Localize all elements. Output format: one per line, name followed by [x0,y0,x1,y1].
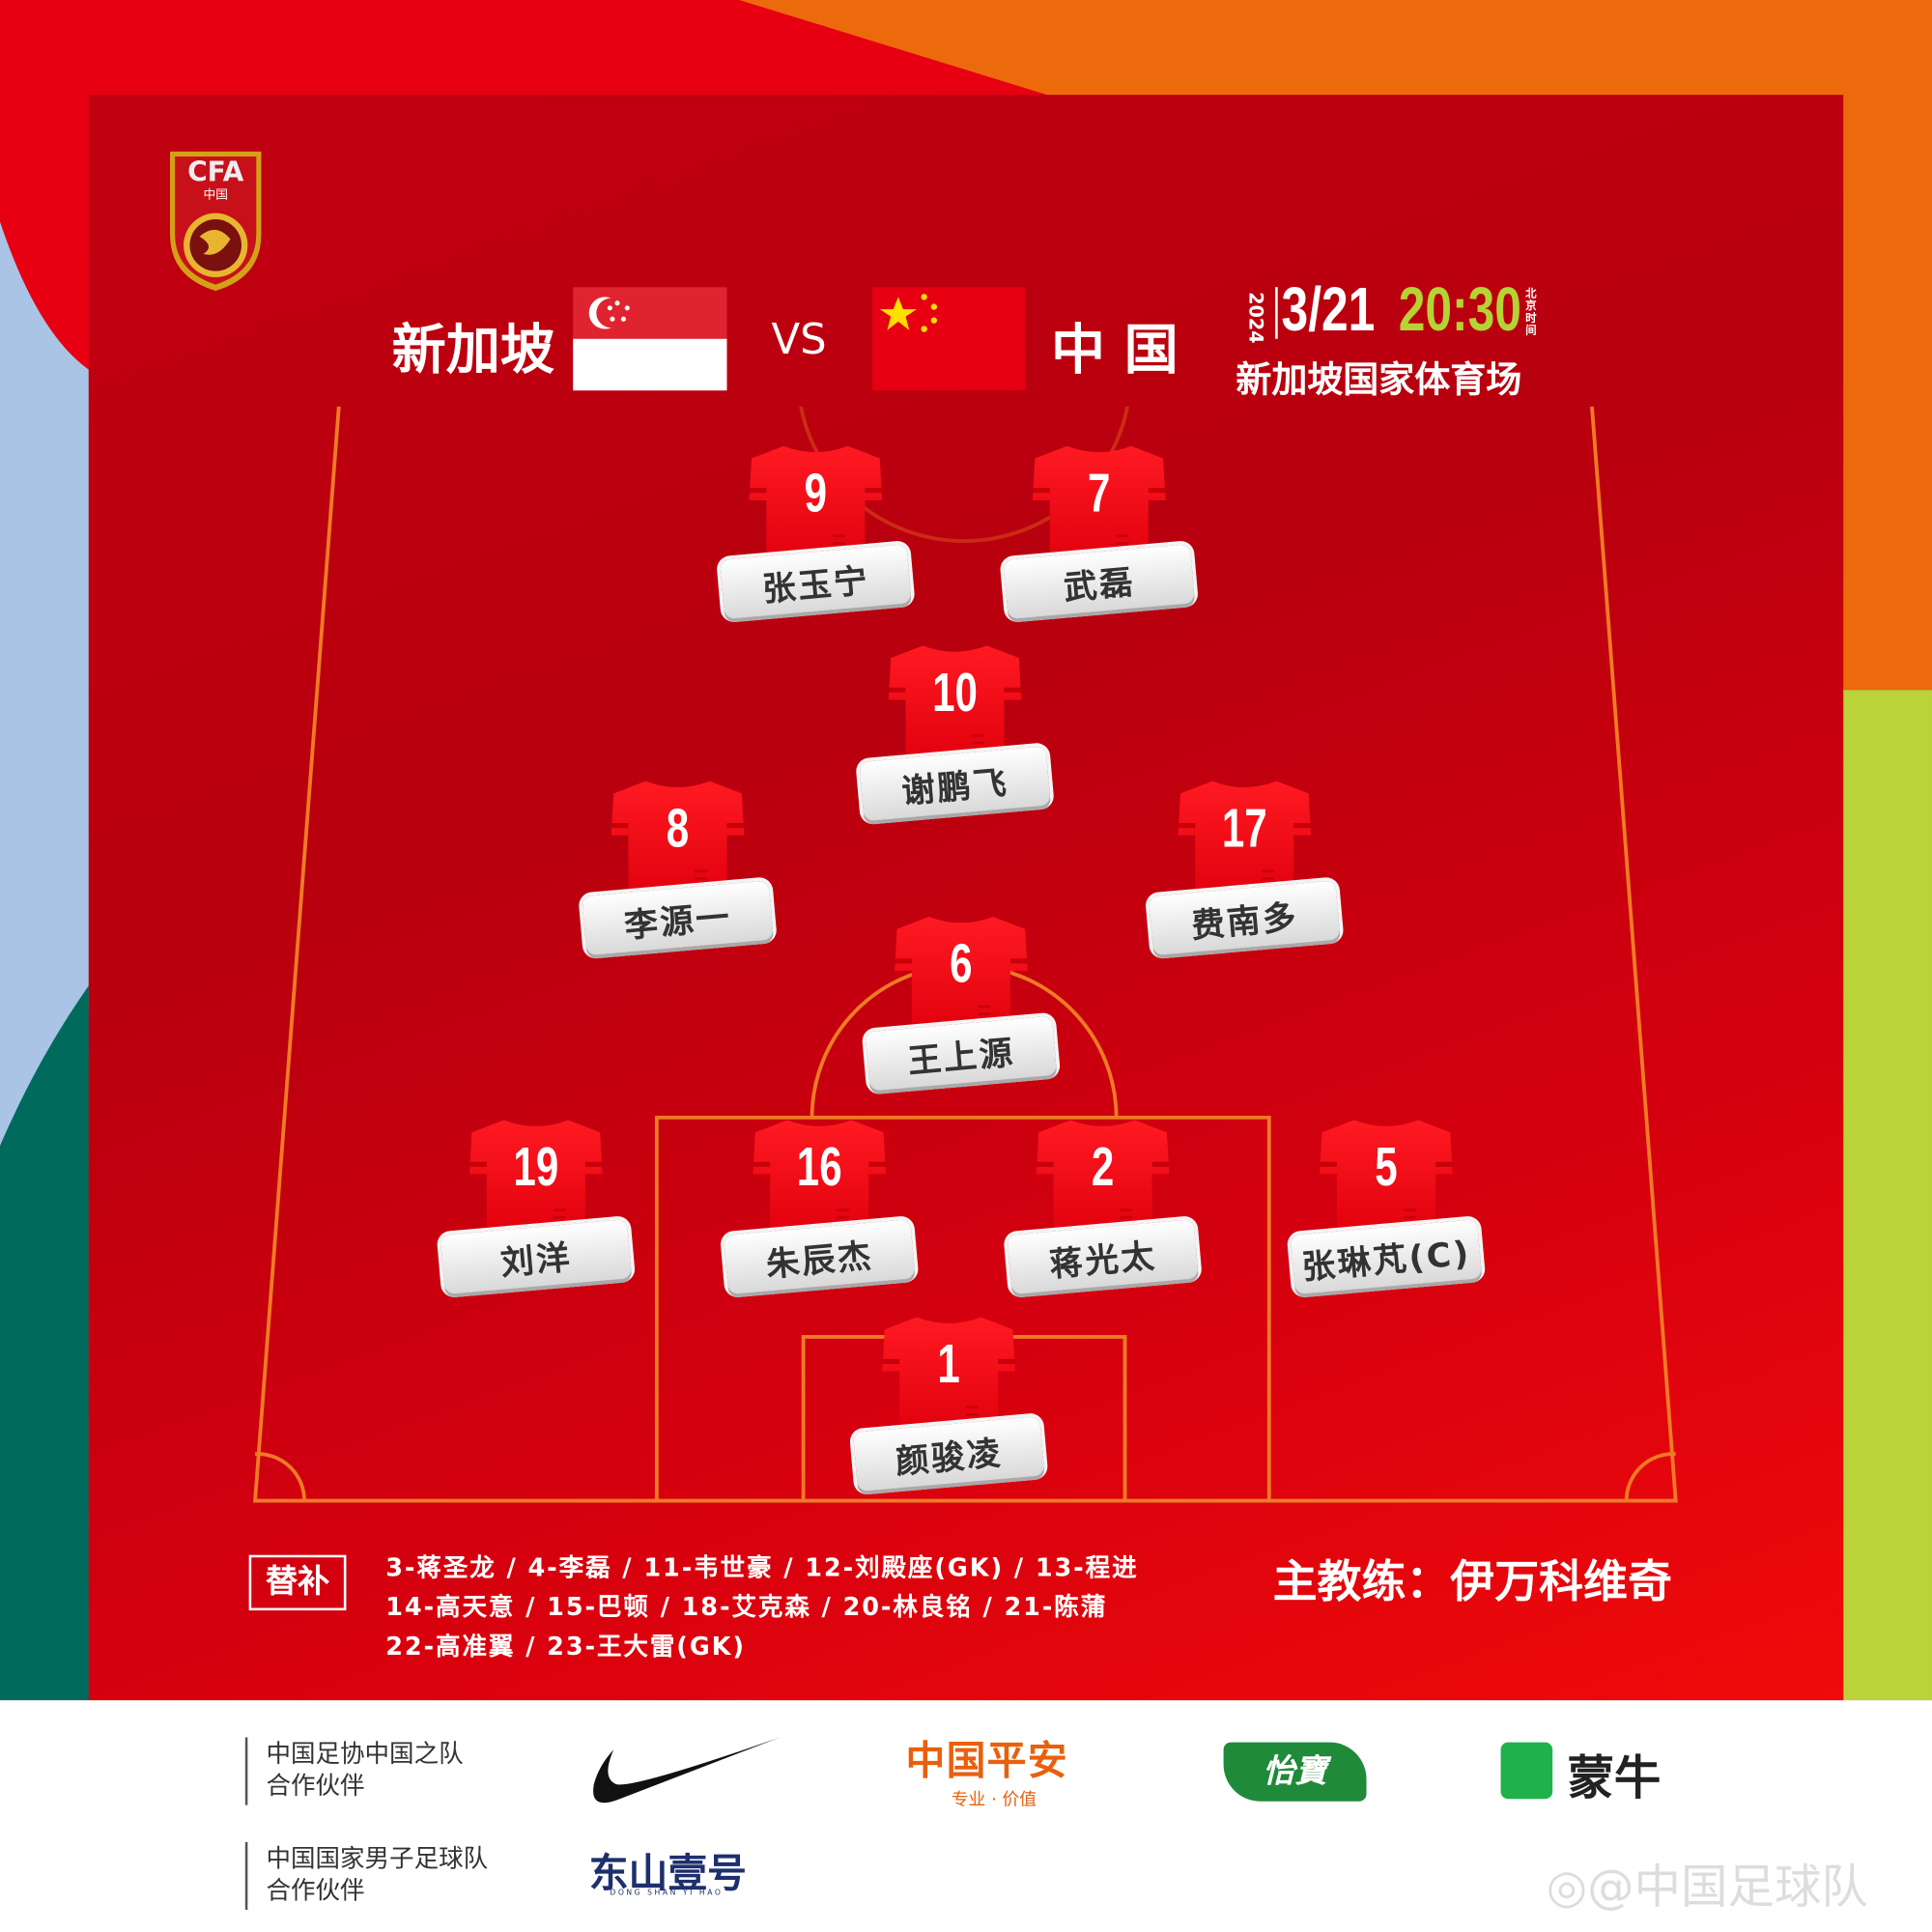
date-divider [1275,287,1278,339]
match-time: 20:30 [1398,274,1521,344]
match-date: 3/21 [1281,274,1376,344]
player-jersey: 8 [609,777,747,900]
svg-text:CFA: CFA [187,156,244,187]
weibo-watermark: ◎@中国足球队 [1547,1848,1868,1916]
jersey-icon [882,1317,1016,1435]
substitutes-line-1: 3-蒋圣龙 / 4-李磊 / 11-韦世豪 / 12-刘殿座(GK) / 13-… [385,1552,1139,1582]
head-coach: 主教练：伊万科维奇 [1272,1557,1672,1608]
jersey-number: 1 [937,1334,960,1395]
jersey-icon [888,645,1022,764]
sponsor-group-1-label: 中国足协中国之队 合作伙伴 [267,1737,464,1801]
divider [244,1841,247,1911]
vs-label: VS [771,315,827,365]
pingan-slogan: 专业 · 价值 [951,1790,1037,1810]
sponsor-group-2-label: 中国国家男子足球队 合作伙伴 [267,1842,489,1906]
player-jersey: 6 [892,912,1030,1036]
background-shapes [0,0,1932,1701]
jersey-icon [753,1120,887,1238]
sponsor-footer: 中国足协中国之队 合作伙伴 中国国家男子足球队 合作伙伴 中国平安 专业 · 价值 … [0,1700,1932,1932]
jersey-icon [749,445,883,565]
jersey-icon [1320,1120,1453,1238]
substitutes-badge: 替补 [248,1554,347,1611]
jersey-number: 19 [513,1137,559,1198]
svg-text:中国: 中国 [203,187,228,202]
player-jersey: 9 [747,441,885,565]
nike-logo [593,1737,781,1804]
yibao-logo: 怡寶 [1223,1742,1367,1802]
jersey-number: 10 [932,663,978,724]
player-jersey: 10 [886,640,1024,764]
label-line: 中国国家男子足球队 [266,1843,489,1873]
weibo-icon: ◎ [1546,1859,1588,1914]
venue: 新加坡国家体育场 [1236,358,1522,401]
match-year: 2024 [1244,292,1267,344]
player-jersey: 17 [1176,777,1314,900]
jersey-icon [469,1120,603,1238]
away-team-name: 中 国 [1051,319,1179,383]
singapore-flag [573,287,727,391]
watermark-text: @中国足球队 [1587,1859,1868,1914]
mengniu-icon [1500,1742,1553,1800]
jersey-number: 17 [1221,798,1267,860]
cfa-logo: CFA 中国 [170,151,262,292]
jersey-icon [1178,781,1312,900]
jersey-icon [1036,1120,1170,1238]
jersey-number: 16 [796,1137,842,1198]
jersey-number: 8 [666,798,690,860]
jersey-icon [1032,445,1166,565]
jersey-number: 2 [1091,1137,1115,1198]
dongshan-subtitle: DONG SHAN YI HAO [610,1889,724,1898]
player-jersey: 7 [1030,441,1168,565]
pingan-logo: 中国平安 [905,1737,1068,1784]
jersey-number: 9 [804,463,828,525]
time-zone: 北京时间 [1525,288,1537,338]
dongshan-logo: 东山壹号 [588,1849,747,1897]
jersey-icon [611,781,745,900]
label-line: 中国足协中国之队 [266,1738,464,1769]
player-jersey: 2 [1034,1115,1172,1238]
jersey-number: 7 [1088,463,1111,525]
home-team-name: 新加坡 [391,319,554,383]
substitutes-line-3: 22-高准翼 / 23-王大雷(GK) [385,1631,746,1662]
player-jersey: 16 [751,1115,889,1238]
player-jersey: 5 [1318,1115,1456,1238]
jersey-number: 5 [1375,1137,1398,1198]
player-jersey: 1 [880,1312,1018,1435]
label-line: 合作伙伴 [266,1770,365,1801]
china-flag [872,287,1026,391]
label-line: 合作伙伴 [266,1875,365,1905]
divider [244,1737,247,1805]
player-jersey: 19 [467,1115,605,1238]
jersey-icon [895,916,1028,1036]
jersey-number: 6 [950,933,973,995]
mengniu-logo: 蒙牛 [1567,1750,1662,1805]
substitutes-line-2: 14-高天意 / 15-巴顿 / 18-艾克森 / 20-林良铭 / 21-陈蒲 [385,1591,1108,1622]
